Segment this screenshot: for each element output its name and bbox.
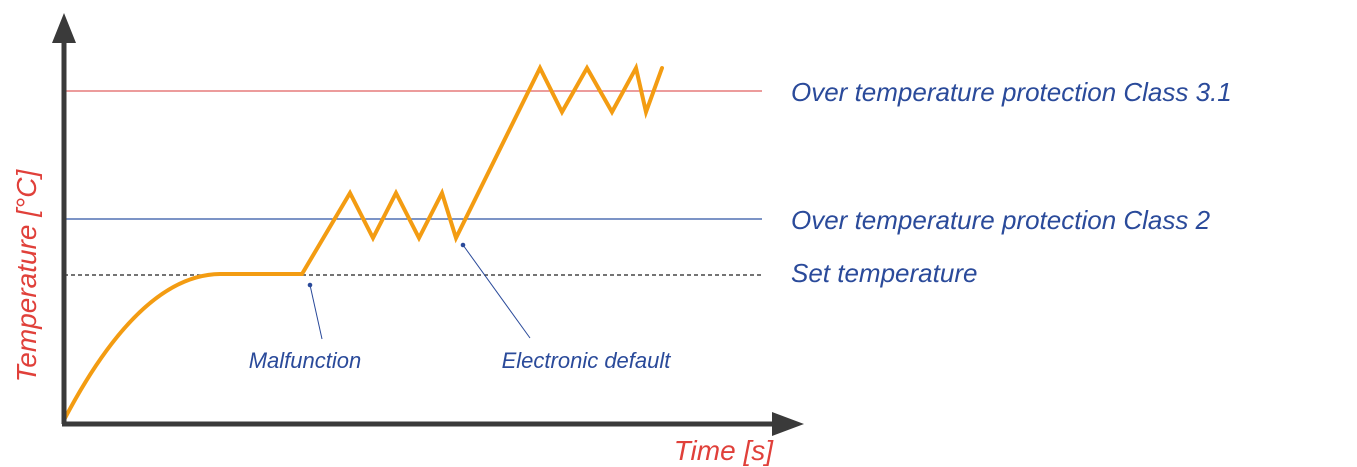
- electronic-default-label: Electronic default: [502, 348, 672, 373]
- malfunction-leader-line: [309, 284, 323, 340]
- class-2-label: Over temperature protection Class 2: [791, 205, 1211, 235]
- x-axis-label: Time [s]: [674, 435, 775, 466]
- set-temperature-label: Set temperature: [791, 258, 977, 288]
- malfunction-leader-dot: [307, 282, 313, 288]
- electronic-default-leader-line: [462, 244, 531, 339]
- electronic-default-leader-dot: [460, 242, 466, 248]
- class-3-1-label: Over temperature protection Class 3.1: [791, 77, 1232, 107]
- malfunction-label: Malfunction: [249, 348, 362, 373]
- x-axis-arrow-icon: [772, 412, 804, 436]
- y-axis-label: Temperature [°C]: [11, 169, 42, 383]
- temperature-curve: [62, 62, 664, 422]
- y-axis-arrow-icon: [52, 13, 76, 43]
